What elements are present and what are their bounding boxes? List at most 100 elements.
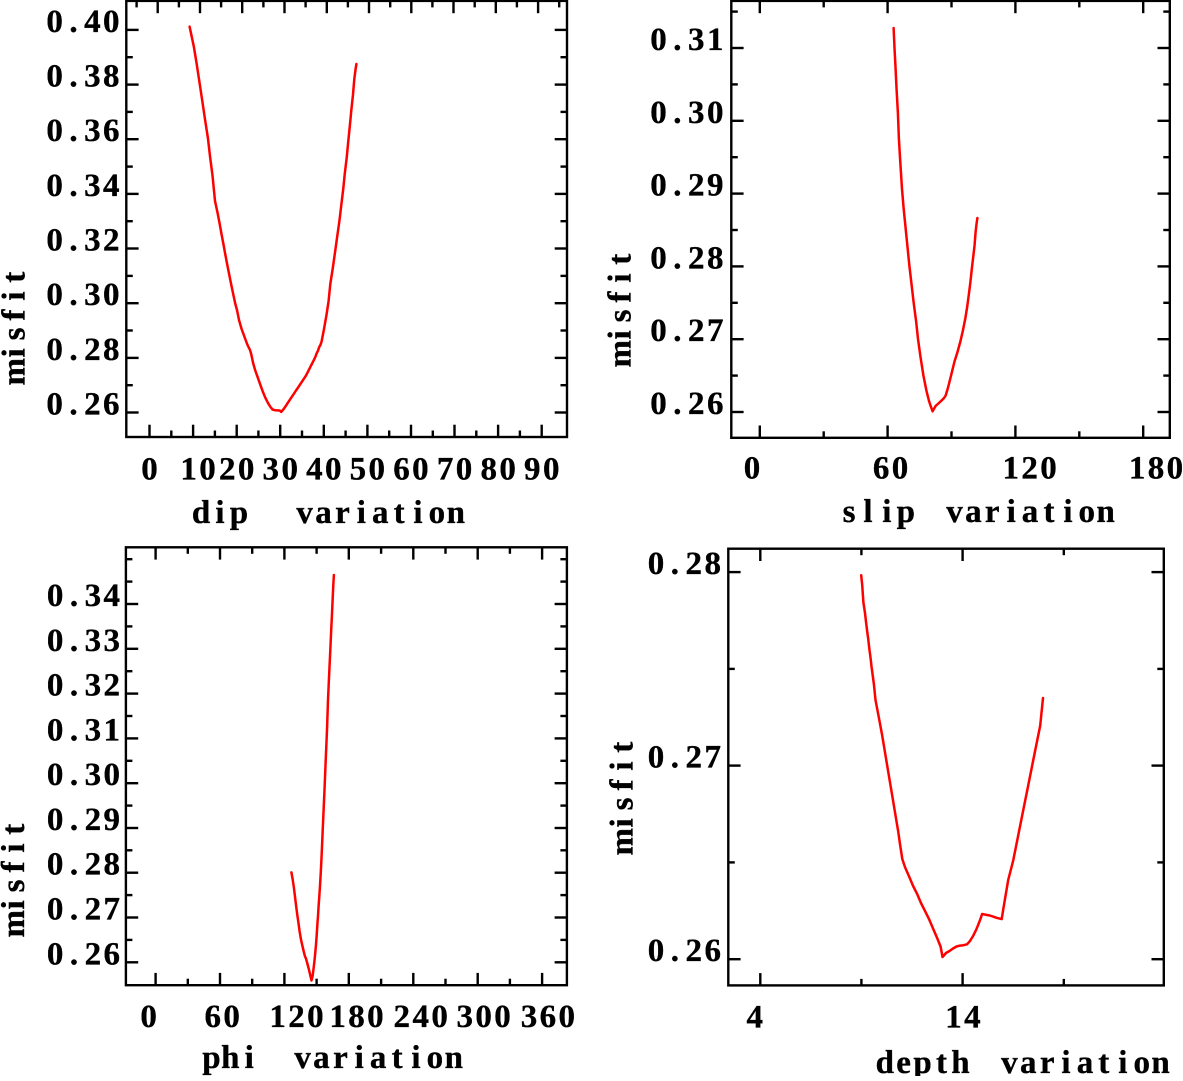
svg-text:i: i bbox=[605, 818, 641, 827]
svg-text:v: v bbox=[1001, 1045, 1018, 1076]
svg-text:8: 8 bbox=[1148, 451, 1165, 487]
svg-text:i: i bbox=[605, 762, 641, 771]
svg-text:4: 4 bbox=[306, 452, 323, 488]
svg-text:0: 0 bbox=[475, 999, 492, 1035]
svg-text:i: i bbox=[357, 495, 366, 531]
svg-text:2: 2 bbox=[85, 847, 102, 883]
svg-text:i: i bbox=[603, 330, 639, 339]
svg-text:4: 4 bbox=[412, 999, 429, 1035]
svg-text:1: 1 bbox=[945, 1000, 962, 1036]
svg-text:.: . bbox=[70, 578, 78, 614]
svg-text:0: 0 bbox=[141, 452, 158, 488]
svg-text:3: 3 bbox=[84, 277, 101, 313]
svg-text:9: 9 bbox=[707, 168, 724, 204]
svg-text:1: 1 bbox=[180, 452, 197, 488]
svg-text:0: 0 bbox=[307, 999, 324, 1035]
svg-text:s: s bbox=[843, 494, 856, 530]
svg-text:d: d bbox=[876, 1045, 894, 1076]
svg-text:h: h bbox=[951, 1045, 969, 1076]
svg-text:0: 0 bbox=[223, 999, 240, 1035]
svg-text:i: i bbox=[1007, 494, 1016, 530]
svg-text:2: 2 bbox=[85, 936, 102, 972]
svg-text:2: 2 bbox=[103, 223, 120, 259]
svg-text:2: 2 bbox=[394, 999, 411, 1035]
svg-text:0: 0 bbox=[46, 4, 63, 40]
svg-text:.: . bbox=[673, 313, 681, 349]
svg-text:.: . bbox=[69, 387, 77, 423]
svg-text:8: 8 bbox=[707, 240, 724, 276]
svg-text:1: 1 bbox=[104, 712, 121, 748]
svg-text:2: 2 bbox=[288, 999, 305, 1035]
svg-text:3: 3 bbox=[456, 999, 473, 1035]
svg-text:3: 3 bbox=[85, 712, 102, 748]
svg-text:2: 2 bbox=[84, 387, 101, 423]
svg-text:6: 6 bbox=[705, 933, 722, 969]
svg-text:p: p bbox=[913, 1045, 931, 1076]
svg-text:t: t bbox=[0, 272, 33, 283]
svg-text:i: i bbox=[1063, 494, 1072, 530]
svg-text:0: 0 bbox=[325, 452, 342, 488]
svg-text:o: o bbox=[427, 1040, 444, 1076]
svg-text:.: . bbox=[69, 113, 77, 149]
svg-text:8: 8 bbox=[480, 452, 497, 488]
svg-text:a: a bbox=[1022, 494, 1039, 530]
svg-text:0: 0 bbox=[47, 712, 64, 748]
svg-text:p: p bbox=[230, 495, 248, 531]
svg-text:0: 0 bbox=[650, 95, 667, 131]
svg-text:3: 3 bbox=[85, 668, 102, 704]
svg-text:.: . bbox=[70, 712, 78, 748]
svg-text:9: 9 bbox=[524, 452, 541, 488]
svg-text:i: i bbox=[1061, 1045, 1070, 1076]
svg-text:s: s bbox=[603, 309, 639, 322]
svg-text:t: t bbox=[605, 742, 641, 753]
svg-text:v: v bbox=[296, 495, 313, 531]
svg-text:2: 2 bbox=[686, 740, 703, 776]
svg-text:0: 0 bbox=[707, 95, 724, 131]
svg-text:0: 0 bbox=[648, 546, 665, 582]
svg-text:3: 3 bbox=[84, 59, 101, 95]
svg-text:i: i bbox=[411, 1040, 420, 1076]
svg-text:f: f bbox=[0, 309, 33, 321]
svg-text:l: l bbox=[863, 494, 872, 530]
svg-text:0: 0 bbox=[46, 168, 63, 204]
svg-text:0: 0 bbox=[650, 22, 667, 58]
svg-text:2: 2 bbox=[1021, 451, 1038, 487]
svg-text:7: 7 bbox=[437, 452, 454, 488]
svg-text:0: 0 bbox=[47, 623, 64, 659]
svg-text:2: 2 bbox=[219, 452, 236, 488]
svg-text:i: i bbox=[1118, 1045, 1127, 1076]
svg-text:8: 8 bbox=[348, 999, 365, 1035]
svg-text:a: a bbox=[313, 1040, 330, 1076]
svg-text:3: 3 bbox=[85, 757, 102, 793]
svg-text:3: 3 bbox=[85, 578, 102, 614]
svg-text:s: s bbox=[0, 327, 33, 340]
svg-text:n: n bbox=[447, 495, 465, 531]
svg-text:0: 0 bbox=[47, 757, 64, 793]
svg-text:1: 1 bbox=[1129, 451, 1146, 487]
svg-text:6: 6 bbox=[707, 386, 724, 422]
svg-text:8: 8 bbox=[705, 546, 722, 582]
svg-text:0: 0 bbox=[412, 452, 429, 488]
svg-text:i: i bbox=[603, 274, 639, 283]
svg-text:7: 7 bbox=[104, 892, 121, 928]
svg-text:0: 0 bbox=[431, 999, 448, 1035]
svg-text:p: p bbox=[897, 494, 915, 530]
svg-text:.: . bbox=[671, 546, 679, 582]
svg-text:.: . bbox=[70, 757, 78, 793]
svg-text:.: . bbox=[70, 847, 78, 883]
svg-text:0: 0 bbox=[1040, 451, 1057, 487]
svg-text:0: 0 bbox=[1167, 451, 1183, 487]
svg-text:0: 0 bbox=[46, 223, 63, 259]
svg-text:0: 0 bbox=[47, 578, 64, 614]
svg-text:a: a bbox=[1020, 1045, 1037, 1076]
svg-text:a: a bbox=[1077, 1045, 1094, 1076]
svg-text:r: r bbox=[335, 495, 350, 531]
svg-text:3: 3 bbox=[104, 623, 121, 659]
svg-text:2: 2 bbox=[85, 802, 102, 838]
svg-text:3: 3 bbox=[263, 452, 280, 488]
svg-text:0: 0 bbox=[650, 313, 667, 349]
svg-text:3: 3 bbox=[688, 95, 705, 131]
svg-text:m: m bbox=[0, 910, 32, 938]
svg-text:h: h bbox=[221, 1040, 239, 1076]
svg-text:.: . bbox=[70, 802, 78, 838]
